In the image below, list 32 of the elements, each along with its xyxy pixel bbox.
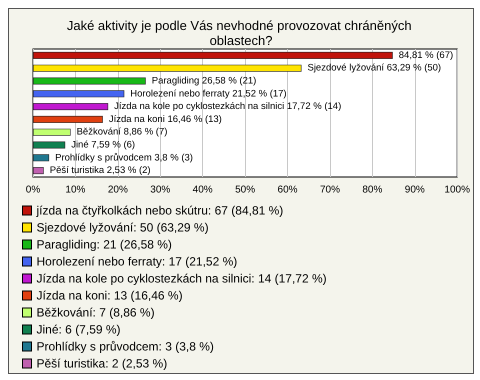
legend-label: Jízda na koni: 13 (16,46 %) <box>36 288 183 302</box>
x-tick-label: 20% <box>108 184 128 196</box>
x-tick-label: 100% <box>444 184 470 196</box>
legend-label: Paragliding: 21 (26,58 %) <box>36 238 172 252</box>
x-tick-label: 80% <box>362 184 382 196</box>
legend-label: jízda na čtyřkolkách nebo skútru: 67 (84,81 %) <box>36 204 284 218</box>
data-label: 84,81 % (67) <box>398 50 454 61</box>
data-label: Jízda na koni 16,46 % (13) <box>108 114 222 125</box>
legend-label: Běžkování: 7 (8,86 %) <box>36 306 155 320</box>
legend-label: Prohlídky s průvodcem: 3 (3,8 %) <box>36 340 214 354</box>
x-tick-label: 40% <box>192 184 213 196</box>
data-label: Sjezdové lyžování 63,29 % (50) <box>307 62 442 74</box>
legend-label: Sjezdové lyžování: 50 (63,29 %) <box>36 220 209 234</box>
legend-label: Jiné: 6 (7,59 %) <box>36 322 121 336</box>
data-label: Paragliding 26,58 % (21) <box>152 76 256 86</box>
x-tick-label: 90% <box>404 184 425 196</box>
x-tick-label: 60% <box>278 184 298 196</box>
data-label: Jízda na kole po cyklostezkách na silnici 17,72 % (14) <box>114 101 342 112</box>
legend-label: Pěší turistika: 2 (2,53 %) <box>36 356 168 370</box>
chart-title: Jaké aktivity je podle Vás nevhodné provozovat chráněných oblastech? <box>66 18 416 48</box>
data-label: Horolezení nebo ferraty 21,52 % (17) <box>130 88 287 100</box>
x-tick-label: 30% <box>150 184 170 196</box>
legend-label: Horolezení nebo ferraty: 17 (21,52 %) <box>36 254 238 268</box>
legend-label: Jízda na kole po cyklostezkách na silnici: 14 (17,72 %) <box>36 272 327 286</box>
x-tick-label: 70% <box>320 184 340 196</box>
data-label: Prohlídky s průvodcem 3,8 % (3) <box>55 152 193 164</box>
x-tick-label: 0% <box>26 184 40 196</box>
x-tick-label: 50% <box>235 184 256 196</box>
data-label: Jiné 7,59 % (6) <box>71 140 136 150</box>
x-tick-label: 10% <box>65 184 86 196</box>
data-label: Běžkování 8,86 % (7) <box>76 126 168 138</box>
data-label: Pěší turistika 2,53 % (2) <box>50 165 151 176</box>
